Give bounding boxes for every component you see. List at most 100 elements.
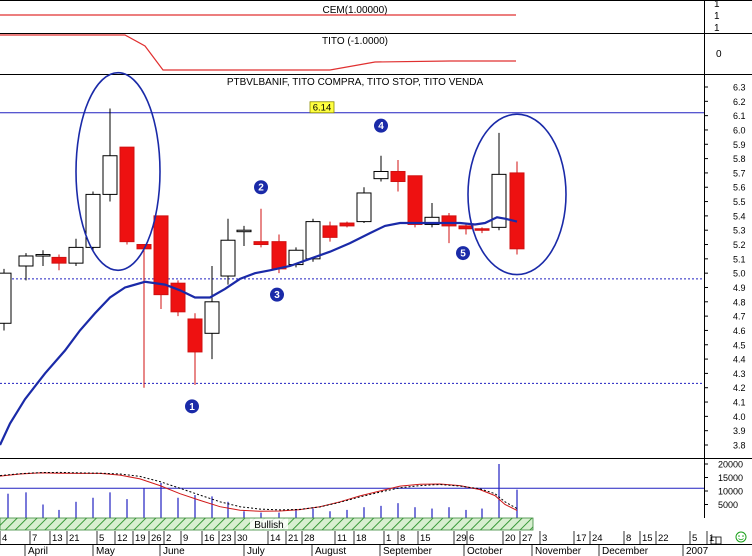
candle-body: [68, 246, 84, 264]
candle-body: [322, 225, 338, 238]
x-tick-label: 5: [99, 533, 104, 544]
y-tick-label: 5.1: [733, 254, 746, 264]
x-tick-label: 1: [386, 533, 391, 544]
candle: [509, 161, 525, 255]
x-tick-label: 16: [204, 533, 215, 544]
x-tick-label: 6: [469, 533, 474, 544]
cem-label: CEM(1.00000): [322, 5, 387, 16]
y-tick-label: 4.2: [733, 383, 746, 393]
candle-body: [474, 228, 490, 231]
y-tick-label: 4.8: [733, 297, 746, 307]
candle: [271, 234, 287, 274]
cem-tick-3: 1: [714, 23, 720, 34]
price-label: 6.14: [313, 102, 332, 113]
month-label: December: [602, 546, 649, 556]
y-tick-label: 6.1: [733, 111, 746, 121]
x-tick-label: 19: [135, 533, 146, 544]
candle-body: [51, 256, 67, 264]
candle: [85, 191, 101, 251]
month-label: August: [315, 546, 346, 556]
x-tick-label: 14: [270, 533, 281, 544]
candle-body: [187, 318, 203, 353]
candle-body: [35, 254, 51, 257]
month-label: November: [535, 546, 582, 556]
tito-line: [0, 34, 516, 71]
month-label: 2007: [686, 546, 709, 556]
ma-line: [0, 216, 518, 446]
annotation-circle: [456, 246, 470, 261]
candle: [474, 227, 490, 234]
candle: [458, 224, 474, 235]
candle-body: [102, 155, 118, 195]
annotation-marker: 3: [270, 287, 284, 302]
cem-panel: CEM(1.00000) 1 1 1: [0, 0, 720, 34]
price-panel: PTBVLBANIF, TITO COMPRA, TITO STOP, TITO…: [0, 71, 746, 451]
x-tick-label: 26: [151, 533, 162, 544]
month-label: April: [28, 546, 48, 556]
candle-body: [253, 241, 269, 246]
x-tick-label: 7: [32, 533, 37, 544]
annotation-marker: 1: [185, 399, 199, 414]
corner-icons[interactable]: [710, 531, 747, 545]
candle: [373, 155, 389, 182]
candle: [35, 250, 51, 266]
candle: [68, 238, 84, 266]
candle: [322, 221, 338, 242]
x-tick-label: 11: [337, 533, 347, 544]
smiley-eye-right: [742, 535, 744, 537]
month-label: October: [467, 546, 503, 556]
candle: [220, 218, 236, 285]
annotation-circle: [270, 287, 284, 302]
x-tick-label: 17: [576, 533, 587, 544]
highlight-ellipse: [467, 113, 567, 276]
annotation-marker: 4: [374, 118, 388, 133]
x-tick-label: 18: [356, 533, 367, 544]
bullish-label: Bullish: [254, 520, 283, 531]
annotation-label: 1: [189, 402, 195, 413]
candle: [51, 254, 67, 271]
volume-tick-label: 15000: [718, 473, 743, 483]
candle-body: [119, 146, 135, 243]
month-label: May: [96, 546, 115, 556]
y-tick-label: 4.9: [733, 283, 746, 293]
candle-body: [373, 170, 389, 180]
candle-body: [424, 216, 440, 225]
candle: [119, 146, 135, 245]
candle: [356, 187, 372, 224]
x-tick-label: 2: [166, 533, 171, 544]
chart-title: PTBVLBANIF, TITO COMPRA, TITO STOP, TITO…: [227, 77, 484, 88]
x-tick-label: 9: [183, 533, 188, 544]
candle-body: [204, 301, 220, 334]
tito-panel: TITO (-1.0000) 0: [0, 34, 722, 71]
annotation-circle: [374, 118, 388, 133]
candle: [187, 313, 203, 385]
candle-body: [220, 239, 236, 277]
candle: [102, 108, 118, 202]
y-tick-label: 4.3: [733, 369, 746, 379]
candle-body: [85, 193, 101, 248]
candle-body: [390, 170, 406, 183]
annotation-marker: 2: [254, 180, 268, 195]
y-tick-label: 3.8: [733, 441, 746, 451]
candle: [390, 160, 406, 192]
x-tick-label: 4: [2, 533, 7, 544]
x-axis: 4 7 13 21 5 12 19 26 2 9 16 23 30 14 21 28 11 18 1 8 15 29 6 20…: [0, 531, 714, 556]
smiley-icon[interactable]: [735, 531, 747, 543]
candle: [407, 175, 423, 228]
candle: [441, 213, 457, 244]
x-tick-label: 21: [69, 533, 80, 544]
x-tick-label: 13: [52, 533, 63, 544]
volume-panel: 20000 15000 10000 5000 Bullish: [0, 460, 747, 545]
x-tick-label: 15: [642, 533, 653, 544]
highlight-ellipse: [75, 71, 161, 272]
x-tick-label: 24: [592, 533, 603, 544]
cem-tick-1: 1: [714, 0, 720, 10]
y-tick-label: 3.9: [733, 426, 746, 436]
smiley-mouth: [738, 538, 744, 541]
annotation-circle: [185, 399, 199, 414]
oscillator-red-line: [0, 472, 518, 512]
month-label: September: [383, 546, 433, 556]
y-tick-label: 4.4: [733, 355, 746, 365]
annotation-marker: 5: [456, 246, 470, 261]
